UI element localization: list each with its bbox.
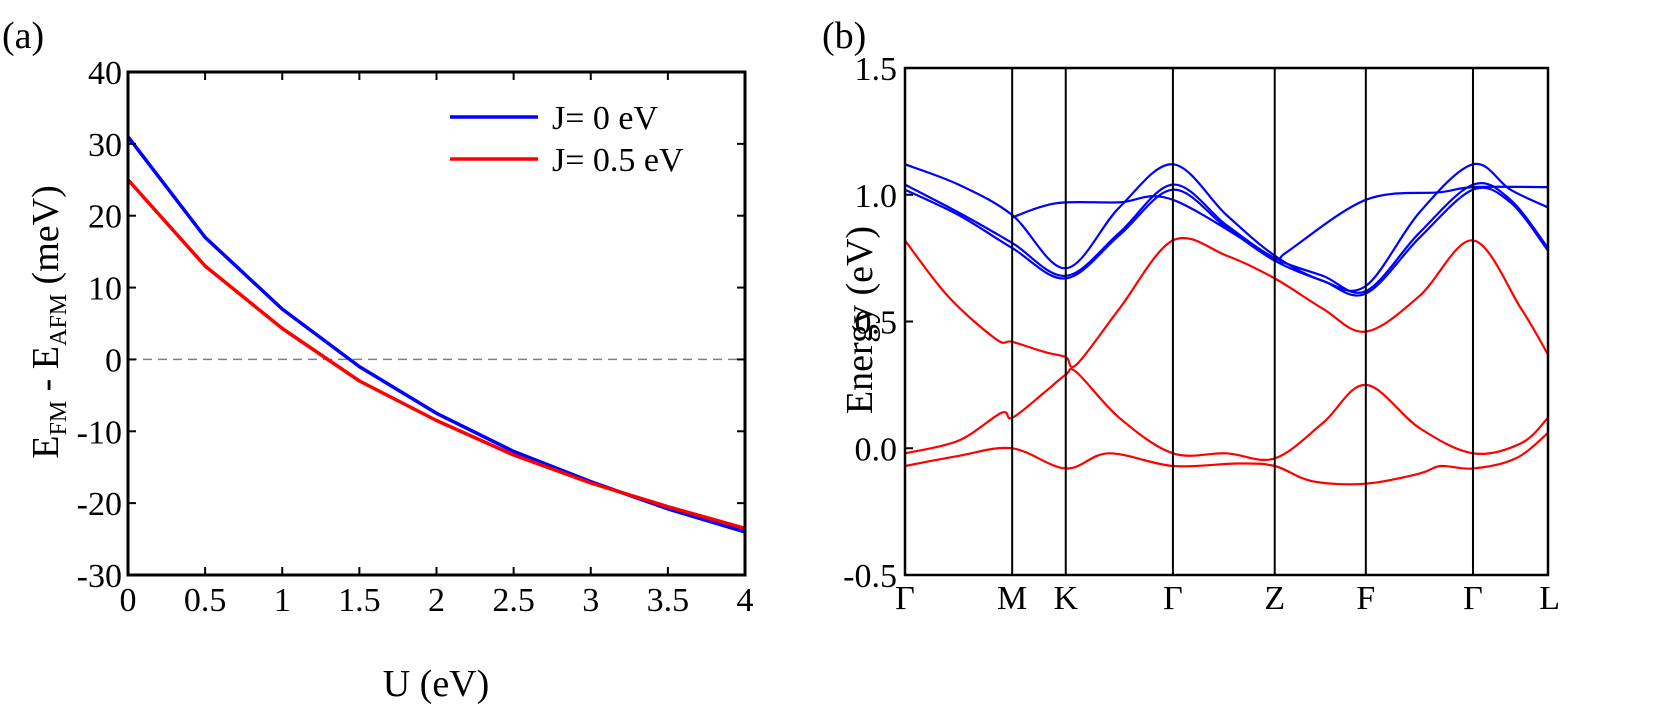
legend-label-j0: J= 0 eV — [552, 100, 658, 137]
k-point-label: Γ — [1163, 580, 1183, 617]
k-point-label: Γ — [895, 580, 915, 617]
panel-a: (a) 0 0.5 1 1.5 2 2.5 3 3.5 4 -30 -20 -10 0 10 20 30 40 J… — [2, 15, 754, 705]
series-line-j0 — [126, 135, 746, 534]
y-tick-label: -30 — [77, 558, 122, 595]
panel-b-plot-area: -0.5 0.0 0.5 1.0 1.5 Γ M K Γ Z F Γ L — [843, 51, 1560, 617]
y-tick-label: -10 — [77, 414, 122, 451]
panel-b: (b) -0.5 0.0 0.5 1.0 1.5 Γ M K Γ Z F Γ L Energy (eV) — [822, 15, 1560, 617]
k-point-label: L — [1539, 580, 1560, 617]
y-tick-label: 40 — [88, 55, 122, 92]
x-tick-label: 1.5 — [338, 582, 381, 619]
k-point-label: Z — [1264, 580, 1285, 617]
band-lines — [905, 162, 1548, 486]
panel-a-y-axis-title: EFM - EAFM (meV) — [25, 185, 72, 459]
series-line-j05 — [126, 178, 746, 530]
red-band-line-6 — [905, 367, 1548, 461]
blue-band-line-1 — [905, 162, 1548, 292]
y-title-base: E — [25, 436, 67, 459]
band-y-tick-label: 0.0 — [855, 431, 898, 468]
k-point-label: F — [1356, 580, 1375, 617]
panel-a-x-axis-title: U (eV) — [383, 663, 490, 705]
x-tick-label: 4 — [737, 582, 754, 619]
blue-band-line-3 — [905, 186, 1548, 297]
k-point-label: M — [997, 580, 1027, 617]
y-title-mid: - E — [25, 346, 67, 401]
legend-label-j05: J= 0.5 eV — [552, 142, 684, 179]
blue-band-line-2 — [905, 182, 1548, 294]
x-tick-label: 3.5 — [647, 582, 690, 619]
x-tick-label: 3 — [582, 582, 599, 619]
blue-band-line-4 — [1011, 185, 1548, 265]
x-tick-label: 1 — [274, 582, 291, 619]
y-title-sub-fm: FM — [46, 401, 72, 436]
k-point-label: Γ — [1463, 580, 1483, 617]
y-tick-label: 10 — [88, 271, 122, 308]
y-title-sub-afm: AFM — [46, 294, 72, 346]
panel-b-y-axis-title: Energy (eV) — [839, 226, 881, 414]
band-y-tick-label: -0.5 — [843, 558, 897, 595]
panel-b-frame — [903, 66, 1550, 577]
x-tick-label: 0.5 — [184, 582, 227, 619]
panel-a-plot-area: 0 0.5 1 1.5 2 2.5 3 3.5 4 -30 -20 -10 0 10 20 30 40 J= 0 … — [77, 55, 754, 619]
band-y-tick-label: 0.5 — [855, 305, 898, 342]
x-tick-label: 0 — [120, 582, 137, 619]
k-point-label: K — [1053, 580, 1078, 617]
y-tick-label: -20 — [77, 486, 122, 523]
y-tick-label: 20 — [88, 199, 122, 236]
panel-a-label: (a) — [2, 15, 44, 57]
band-y-tick-label: 1.0 — [855, 178, 898, 215]
x-tick-label: 2 — [428, 582, 445, 619]
panel-b-label: (b) — [822, 15, 866, 57]
y-tick-label: 30 — [88, 127, 122, 164]
x-tick-label: 2.5 — [492, 582, 535, 619]
band-y-tick-label: 1.5 — [855, 51, 898, 88]
y-tick-label: 0 — [105, 342, 122, 379]
y-title-unit: (meV) — [25, 185, 67, 294]
red-band-line-7 — [905, 432, 1548, 486]
red-band-line-5 — [905, 237, 1548, 369]
